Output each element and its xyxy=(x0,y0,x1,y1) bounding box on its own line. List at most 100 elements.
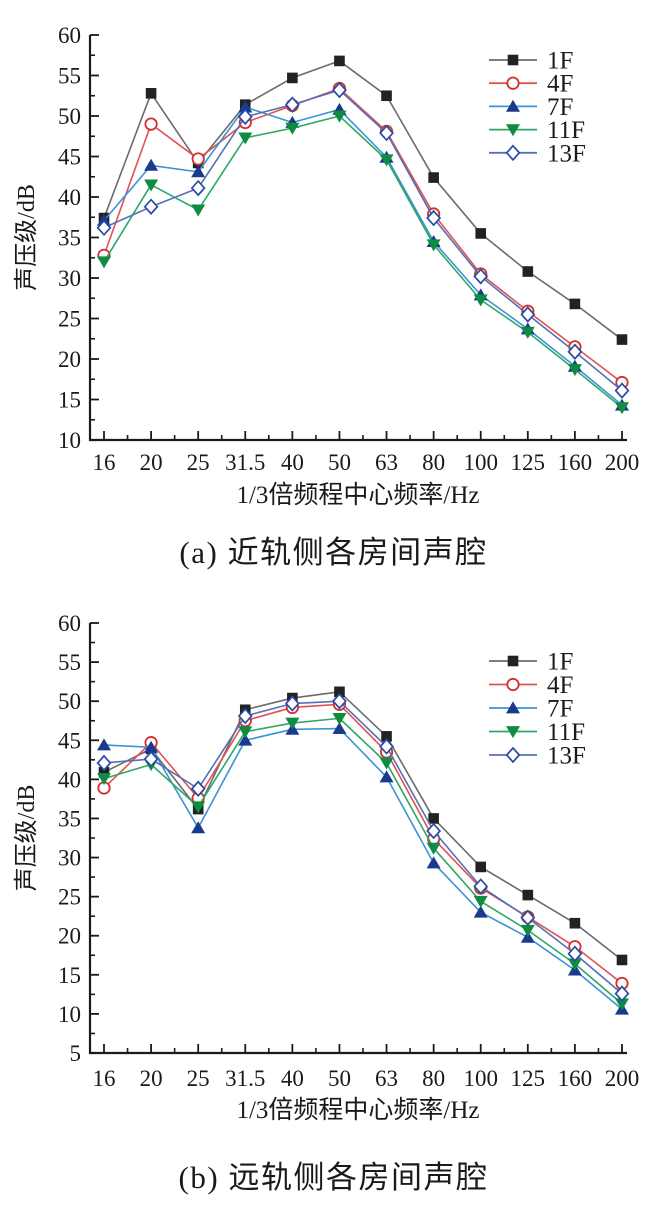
marker-filled-square xyxy=(334,55,345,67)
legend-label: 4F xyxy=(547,672,573,699)
marker-open-diamond xyxy=(237,108,253,126)
marker-filled-square xyxy=(507,54,519,66)
y-tick-label: 20 xyxy=(58,924,81,949)
marker-filled-square xyxy=(616,334,628,345)
marker-open-diamond xyxy=(332,692,347,710)
y-tick-label: 60 xyxy=(58,611,81,636)
y-tick-label: 45 xyxy=(58,145,81,170)
marker-filled-triangle-down xyxy=(332,110,347,123)
x-tick-label: 31.5 xyxy=(225,450,265,475)
marker-filled-triangle-down xyxy=(379,757,394,770)
x-axis-title: 1/3倍频程中心频率/Hz xyxy=(236,1096,479,1124)
marker-filled-triangle-down xyxy=(285,122,300,135)
marker-open-diamond xyxy=(143,750,159,768)
y-axis-title: 声压级/dB xyxy=(13,184,40,291)
marker-open-diamond xyxy=(284,695,300,712)
marker-filled-triangle-up xyxy=(238,100,253,113)
marker-filled-triangle-up xyxy=(238,733,253,746)
marker-filled-triangle-down xyxy=(144,179,159,192)
marker-filled-triangle-down xyxy=(506,726,520,739)
marker-filled-triangle-down xyxy=(426,842,441,855)
marker-filled-triangle-up xyxy=(379,770,394,783)
y-tick-label: 55 xyxy=(58,64,81,89)
legend-item-1F: 1F xyxy=(489,649,573,676)
marker-open-diamond xyxy=(237,707,253,725)
marker-filled-triangle-down xyxy=(473,294,488,307)
y-tick-label: 10 xyxy=(58,428,81,453)
marker-filled-triangle-down xyxy=(506,124,520,137)
chart-a-caption: (a) 近轨侧各房间声腔 xyxy=(179,535,488,570)
x-tick-label: 25 xyxy=(187,450,210,475)
y-axis-title: 声压级/dB xyxy=(13,785,40,892)
x-tick-label: 20 xyxy=(140,1066,163,1091)
legend-item-1F: 1F xyxy=(489,48,573,75)
marker-open-diamond xyxy=(96,219,112,237)
marker-open-diamond xyxy=(190,780,206,798)
legend-item-7F: 7F xyxy=(489,94,573,121)
marker-open-diamond xyxy=(379,124,394,142)
marker-filled-triangle-up xyxy=(144,740,159,753)
legend-label: 11F xyxy=(547,719,585,746)
series-11F xyxy=(97,712,629,1011)
marker-filled-triangle-down xyxy=(97,256,111,269)
marker-open-diamond xyxy=(520,909,536,927)
legend-item-11F: 11F xyxy=(489,117,585,144)
marker-filled-triangle-down xyxy=(238,726,253,739)
x-tick-label: 125 xyxy=(511,450,546,475)
marker-open-diamond xyxy=(614,985,630,1002)
legend-label: 1F xyxy=(547,48,573,75)
chart-b-caption: (b) 远轨侧各房间声腔 xyxy=(178,1160,489,1195)
y-tick-label: 30 xyxy=(58,266,81,291)
marker-filled-triangle-up xyxy=(506,701,520,714)
legend-item-11F: 11F xyxy=(489,719,585,746)
marker-filled-square xyxy=(569,917,581,929)
marker-open-diamond xyxy=(426,209,442,227)
x-tick-label: 200 xyxy=(605,1066,640,1091)
marker-open-diamond xyxy=(505,144,521,162)
marker-filled-square xyxy=(381,731,392,742)
marker-filled-triangle-down xyxy=(520,924,535,937)
legend-label: 4F xyxy=(547,71,573,98)
marker-filled-triangle-down xyxy=(285,717,300,730)
marker-filled-triangle-up xyxy=(144,158,159,171)
axes: 60 55 50 45 40 35 30 25 20 15 10 16 20 25 31.5 40 50 63 80… xyxy=(58,23,639,475)
marker-filled-triangle-down xyxy=(238,132,253,145)
legend-label: 7F xyxy=(547,696,573,723)
x-tick-label: 160 xyxy=(558,1066,593,1091)
marker-open-diamond xyxy=(520,306,536,323)
marker-filled-square xyxy=(428,172,439,183)
marker-open-diamond xyxy=(96,754,112,772)
legend-label: 11F xyxy=(547,117,585,144)
marker-filled-square xyxy=(569,298,581,310)
series-line-7F xyxy=(103,727,623,1010)
x-tick-label: 50 xyxy=(328,1066,351,1091)
y-tick-label: 20 xyxy=(58,347,81,372)
marker-filled-triangle-down xyxy=(567,364,582,377)
y-tick-label: 55 xyxy=(58,650,81,675)
marker-filled-triangle-down xyxy=(332,712,347,725)
y-tick-label: 45 xyxy=(58,728,81,753)
marker-open-diamond xyxy=(473,268,489,285)
y-tick-label: 40 xyxy=(58,767,81,792)
x-tick-label: 125 xyxy=(511,1066,546,1091)
legend-item-4F: 4F xyxy=(489,672,573,699)
series-line-1F xyxy=(103,691,623,961)
marker-open-diamond xyxy=(426,822,442,840)
series-line-7F xyxy=(103,106,623,406)
series-line-1F xyxy=(103,60,623,341)
chart-a: 60 55 50 45 40 35 30 25 20 15 10 16 20 25 31.5 40 50 63 80… xyxy=(0,0,667,600)
x-tick-label: 40 xyxy=(281,1066,304,1091)
marker-filled-triangle-up xyxy=(191,821,206,834)
series-line-11F xyxy=(103,115,623,409)
x-tick-label: 50 xyxy=(328,450,351,475)
x-tick-label: 80 xyxy=(422,450,445,475)
series-13F xyxy=(96,81,630,399)
x-tick-label: 16 xyxy=(93,450,116,475)
y-tick-label: 50 xyxy=(58,104,81,129)
x-tick-label: 20 xyxy=(140,450,163,475)
chart-a-canvas: 60 55 50 45 40 35 30 25 20 15 10 16 20 25 31.5 40 50 63 80… xyxy=(13,23,639,509)
marker-filled-triangle-up xyxy=(191,165,206,178)
y-tick-label: 10 xyxy=(58,1002,81,1027)
